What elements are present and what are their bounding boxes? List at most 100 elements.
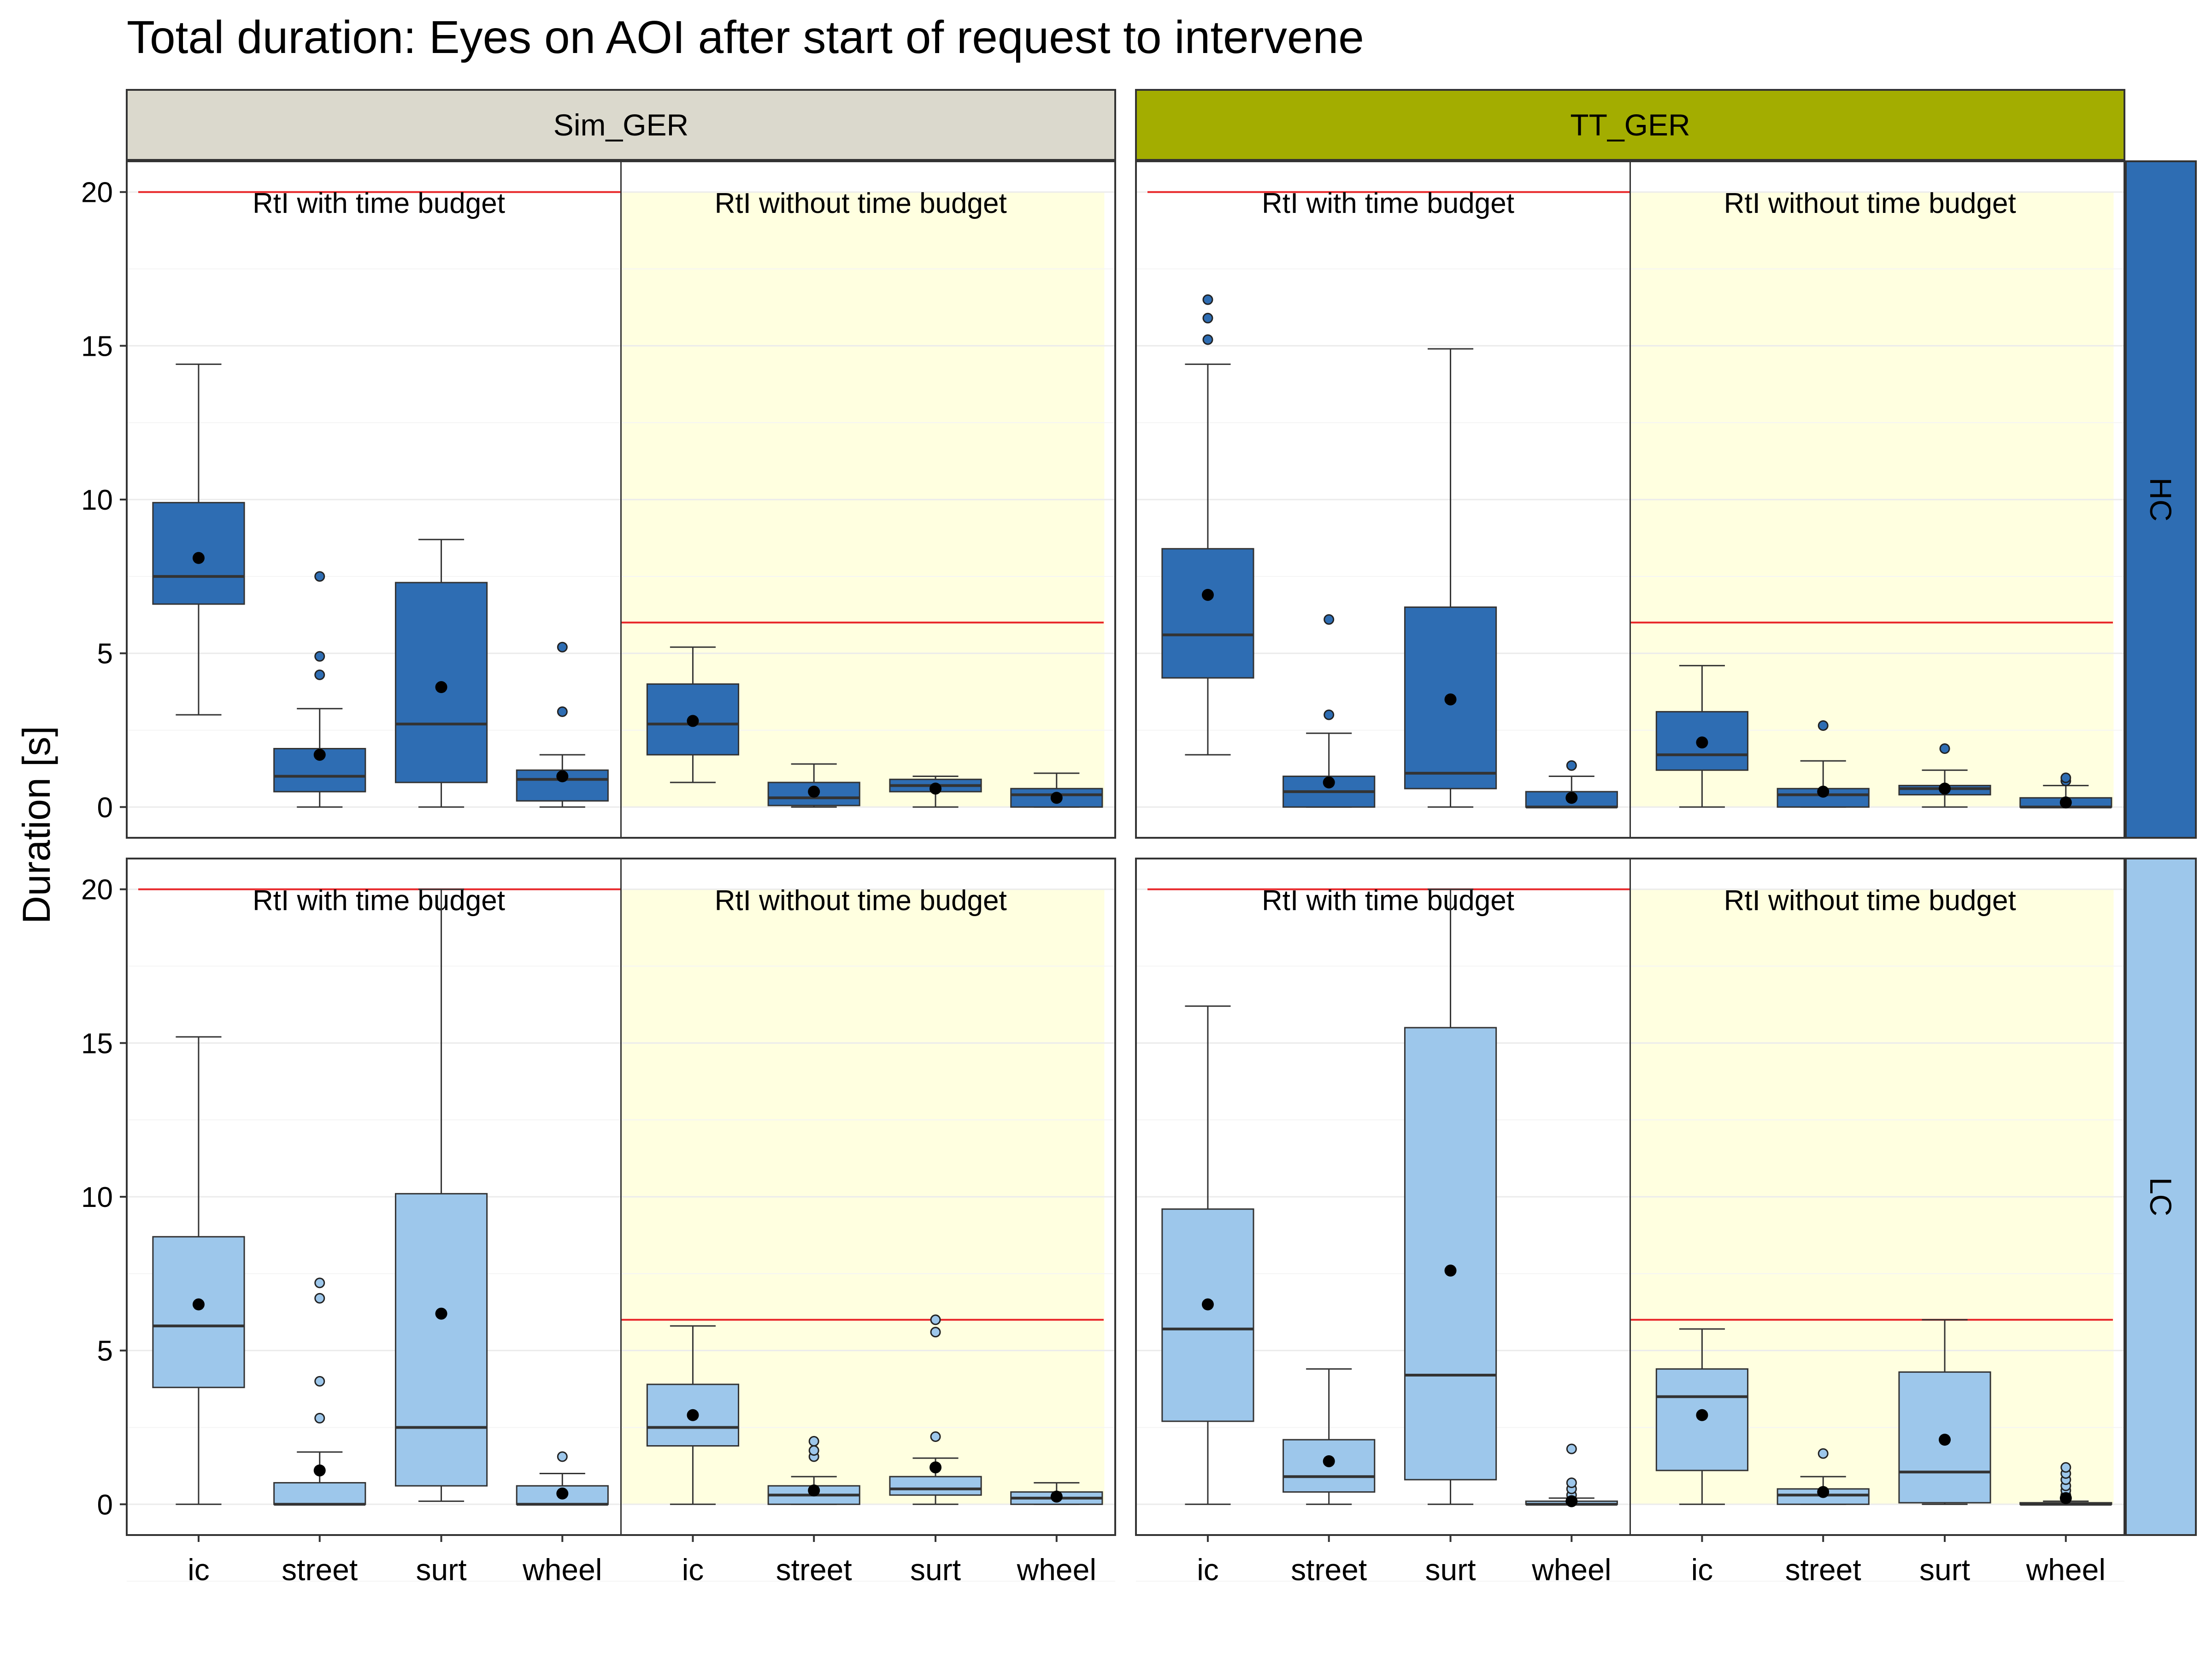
y-tick-label: 20 — [81, 874, 113, 906]
outlier-point — [557, 641, 568, 653]
x-tick-label: street — [776, 1553, 852, 1587]
x-tick-label: wheel — [1017, 1553, 1096, 1587]
y-tick-label: 10 — [81, 1182, 113, 1213]
outlier-point — [1202, 334, 1213, 345]
outlier-point — [930, 1327, 941, 1338]
outlier-point — [314, 571, 325, 582]
box-body — [889, 1476, 982, 1496]
box-body — [1777, 788, 1870, 808]
mean-point — [930, 1461, 942, 1474]
outlier-point — [808, 1435, 819, 1447]
x-tick-label: ic — [188, 1553, 210, 1587]
mean-point — [1565, 792, 1578, 804]
mean-point — [1201, 1298, 1214, 1311]
box-surt — [889, 1314, 982, 1505]
mean-point — [556, 770, 569, 782]
box-street — [1282, 614, 1376, 808]
box-wheel — [2019, 1462, 2112, 1506]
box-wheel — [2019, 772, 2112, 809]
box-ic — [1161, 1005, 1254, 1505]
mean-point — [435, 681, 447, 694]
outlier-point — [2060, 772, 2071, 783]
panel-border — [1135, 858, 2125, 1536]
x-tick-label: street — [1291, 1553, 1367, 1587]
y-tick-label: 15 — [81, 330, 113, 362]
region-label: RtI with time budget — [1262, 885, 1514, 917]
column-strip-0 — [126, 89, 1116, 161]
box-wheel — [1010, 772, 1103, 808]
row-strip-0 — [2125, 160, 2197, 839]
x-tick-label: wheel — [1531, 1553, 1611, 1587]
outlier-point — [314, 1412, 325, 1424]
region-label: RtI without time budget — [715, 885, 1007, 917]
panel-border — [1135, 160, 2125, 839]
panel-Sim_GER-LC: RtI with time budget RtI without time bud… — [81, 858, 1116, 1587]
box-body — [1161, 1208, 1254, 1422]
mean-point — [808, 1484, 820, 1497]
mean-point — [1323, 1455, 1335, 1467]
region-label: RtI with time budget — [253, 885, 505, 917]
box-surt — [1404, 888, 1497, 1505]
outlier-point — [557, 706, 568, 717]
column-strip-1 — [1135, 89, 2125, 161]
outlier-point — [314, 1376, 325, 1387]
box-body — [1161, 548, 1254, 679]
box-ic — [1161, 294, 1254, 756]
mean-point — [1817, 785, 1830, 798]
box-street — [273, 571, 366, 808]
region-label: RtI without time budget — [1724, 188, 2016, 219]
outlier-point — [314, 651, 325, 662]
box-surt — [1404, 348, 1497, 808]
x-tick-label: wheel — [2026, 1553, 2106, 1587]
mean-point — [687, 715, 699, 727]
box-body — [1404, 1027, 1497, 1481]
region-label: RtI with time budget — [253, 188, 505, 219]
box-ic — [152, 363, 245, 716]
box-ic — [1655, 1328, 1749, 1505]
box-surt — [394, 539, 488, 808]
y-tick-label: 0 — [97, 1489, 113, 1521]
box-ic — [646, 1325, 740, 1505]
row-strip-label: LC — [2144, 1177, 2178, 1216]
box-wheel — [1525, 760, 1618, 809]
y-tick-label: 15 — [81, 1028, 113, 1059]
box-surt — [394, 888, 488, 1502]
outlier-point — [1818, 720, 1829, 731]
outlier-point — [1566, 1443, 1577, 1454]
mean-point — [1444, 693, 1457, 706]
y-tick-label: 5 — [97, 1335, 113, 1367]
panel-TT_GER-LC: RtI with time budget RtI without time bud… — [1135, 858, 2125, 1587]
box-surt — [1898, 743, 1991, 808]
y-tick-label: 5 — [97, 638, 113, 670]
mean-point — [687, 1409, 699, 1421]
mean-point — [930, 782, 942, 795]
mean-point — [1565, 1495, 1578, 1507]
outlier-point — [314, 669, 325, 680]
box-street — [273, 1277, 366, 1506]
x-tick-label: surt — [416, 1553, 467, 1587]
x-tick-label: surt — [910, 1553, 961, 1587]
box-street — [1282, 1368, 1376, 1505]
column-strip-label: TT_GER — [1570, 108, 1690, 142]
outlier-point — [1324, 614, 1335, 625]
x-tick-label: ic — [682, 1553, 704, 1587]
outlier-point — [930, 1314, 941, 1325]
outlier-point — [314, 1277, 325, 1288]
x-tick-label: surt — [1425, 1553, 1476, 1587]
x-tick-label: street — [1785, 1553, 1861, 1587]
mean-point — [192, 1298, 205, 1311]
mean-point — [1817, 1486, 1830, 1498]
outlier-point — [1939, 743, 1950, 754]
y-tick-label: 20 — [81, 177, 113, 209]
mean-point — [808, 785, 820, 798]
box-street — [1777, 720, 1870, 808]
y-axis-label: Duration [s] — [15, 726, 58, 924]
region-label: RtI without time budget — [715, 188, 1007, 219]
box-wheel — [516, 1451, 609, 1506]
outlier-point — [930, 1431, 941, 1442]
box-street — [1777, 1448, 1870, 1505]
outlier-point — [2060, 1462, 2071, 1473]
x-tick-label: surt — [1919, 1553, 1970, 1587]
mean-point — [2059, 796, 2072, 809]
